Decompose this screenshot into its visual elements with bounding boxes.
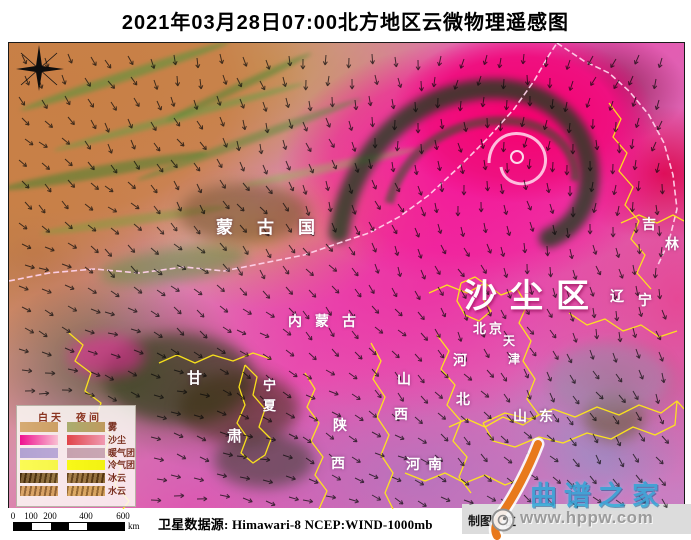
region-label: 河南 bbox=[406, 456, 450, 472]
scale-tick: 600 bbox=[116, 511, 130, 521]
page-title: 2021年03月28日07:00北方地区云微物理遥感图 bbox=[121, 12, 570, 34]
legend-swatch bbox=[67, 486, 105, 496]
region-label: 甘 bbox=[187, 370, 203, 387]
compass-rose-icon bbox=[16, 45, 64, 91]
legend-swatch bbox=[67, 473, 105, 484]
legend-swatch bbox=[67, 460, 105, 471]
region-label: 辽 bbox=[610, 288, 624, 304]
legend-label: 暖气团 bbox=[108, 447, 136, 458]
region-label: 宁 bbox=[263, 378, 277, 393]
scale-tick: 100 bbox=[24, 511, 38, 521]
data-source-text: 卫星数据源: Himawari-8 NCEP:WIND-1000mb bbox=[158, 517, 433, 532]
region-label: 林 bbox=[665, 236, 679, 252]
legend-swatch bbox=[20, 486, 58, 496]
legend-swatch bbox=[20, 447, 58, 458]
scale-segment bbox=[50, 523, 69, 530]
scale-tick: 0 bbox=[10, 511, 16, 521]
region-label: 天 bbox=[503, 334, 516, 348]
region-label: 河 bbox=[453, 352, 467, 368]
legend: 白天 夜间雾沙尘暖气团冷气团冰云水云 bbox=[16, 405, 136, 507]
legend-swatch bbox=[67, 434, 105, 445]
scale-segment bbox=[14, 523, 33, 530]
scale-segment bbox=[68, 523, 88, 530]
watermark-text: 曲谱之家 bbox=[530, 481, 666, 511]
watermark-url: www.hppw.com bbox=[520, 508, 654, 527]
scale-bar: 0 100 200 400 600 bbox=[10, 511, 130, 533]
legend-swatch bbox=[20, 460, 58, 471]
legend-label: 水云 bbox=[108, 486, 127, 496]
scale-tick: 400 bbox=[79, 511, 93, 521]
national-border bbox=[9, 43, 678, 282]
region-label: 西 bbox=[394, 406, 408, 422]
scale-segment bbox=[87, 523, 124, 530]
legend-header: 白天 bbox=[38, 413, 64, 424]
legend-swatch bbox=[20, 473, 58, 484]
scale-bar-segments bbox=[13, 522, 125, 531]
region-label: 内蒙古 bbox=[288, 313, 369, 329]
region-label: 沙尘区 bbox=[464, 277, 602, 314]
region-label: 北京 bbox=[473, 321, 506, 336]
cloud-swirl bbox=[329, 78, 600, 248]
region-label: 吉 bbox=[642, 216, 656, 232]
credit-text: 制图单位 bbox=[468, 514, 517, 528]
legend-label: 雾 bbox=[108, 422, 118, 432]
region-label: 蒙古国 bbox=[216, 218, 339, 237]
legend-header: 夜间 bbox=[76, 413, 102, 424]
scale-tick: 200 bbox=[43, 511, 57, 521]
satellite-map: 蒙古国 内蒙古 沙尘区甘肃宁夏陕西山西河北北京天津山东 河南吉林辽宁 白天 夜间雾沙尘暖… bbox=[8, 42, 685, 510]
legend-label: 冷气团 bbox=[108, 460, 136, 471]
legend-label: 冰云 bbox=[108, 473, 127, 484]
region-label: 夏 bbox=[263, 398, 277, 413]
region-label: 山 bbox=[397, 371, 411, 387]
legend-label: 沙尘 bbox=[108, 434, 127, 445]
legend-swatch bbox=[20, 422, 58, 432]
scale-segment bbox=[32, 523, 51, 530]
region-label: 西 bbox=[331, 455, 345, 471]
region-label: 津 bbox=[508, 352, 521, 366]
vortex-spiral bbox=[487, 131, 547, 186]
legend-swatch bbox=[20, 434, 58, 445]
scale-unit: km bbox=[128, 521, 140, 531]
region-label: 陕 bbox=[333, 417, 347, 433]
region-label: 北 bbox=[456, 391, 470, 407]
region-label: 宁 bbox=[638, 292, 652, 308]
region-label: 肃 bbox=[227, 428, 243, 445]
region-label: 山东 bbox=[513, 408, 565, 424]
legend-swatch bbox=[67, 422, 105, 432]
legend-swatch bbox=[67, 447, 105, 458]
